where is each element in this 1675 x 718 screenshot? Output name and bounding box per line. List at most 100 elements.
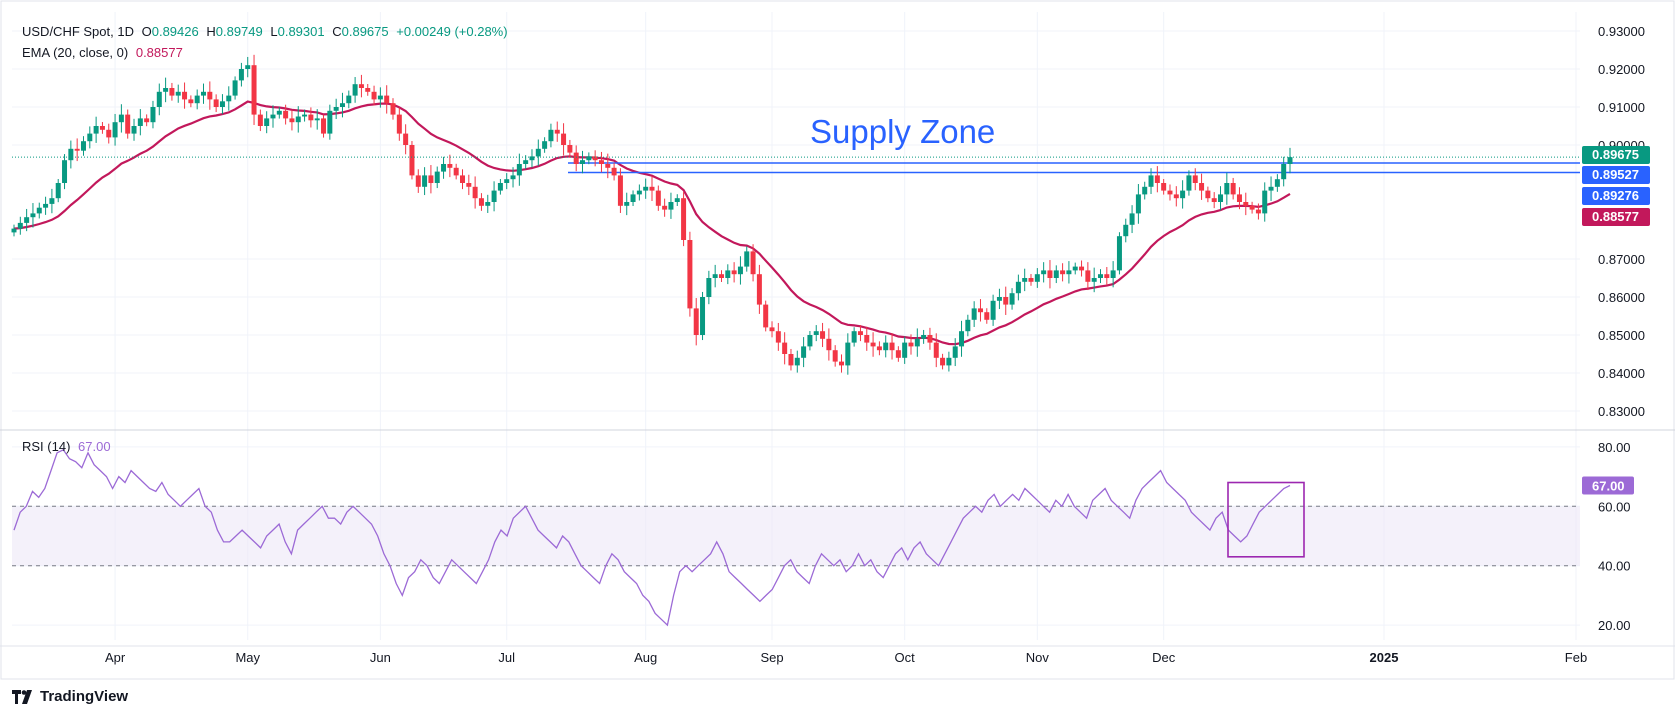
candle-body: [1205, 190, 1211, 199]
candle-body: [883, 342, 889, 351]
time-tick-label: Oct: [895, 650, 916, 665]
candle-body: [1218, 194, 1224, 202]
candle-body: [207, 91, 213, 100]
candle-body: [478, 198, 484, 206]
tradingview-logo[interactable]: TradingView: [12, 688, 128, 705]
candle-body: [864, 335, 870, 343]
candle-body: [333, 107, 339, 111]
candle-body: [535, 148, 541, 157]
rsi-box-rect: [1227, 481, 1305, 558]
time-tick-label: Nov: [1026, 650, 1050, 665]
rsi-tick-label: 60.00: [1598, 499, 1631, 514]
price-badge: [1582, 208, 1650, 226]
candle-body: [1186, 175, 1192, 191]
supply-zone-label: Supply Zone: [810, 113, 995, 150]
time-tick-label: Feb: [1565, 650, 1587, 665]
candle-body: [794, 357, 800, 366]
candle-body: [636, 190, 642, 195]
price-tick-label: 0.83000: [1598, 404, 1645, 419]
candle-body: [485, 202, 491, 206]
candle-body: [1110, 270, 1116, 278]
candle-body: [586, 156, 592, 161]
time-tick-label: Aug: [634, 650, 657, 665]
candle-body: [99, 126, 105, 130]
candle-body: [731, 270, 737, 275]
candle-body: [990, 300, 996, 320]
candle-body: [36, 207, 42, 214]
candle-body: [1097, 274, 1103, 278]
candle-body: [763, 304, 769, 328]
candle-body: [851, 331, 857, 343]
candle-body: [984, 312, 990, 320]
candle-body: [826, 338, 832, 351]
candle-body: [144, 118, 150, 123]
candle-body: [1268, 186, 1274, 191]
candle-body: [1066, 270, 1072, 275]
candle-body: [447, 164, 453, 168]
ema-legend: EMA (20, close, 0) 0.88577: [22, 45, 187, 60]
symbol-label[interactable]: USD/CHF Spot, 1D: [22, 24, 134, 39]
candle-body: [674, 198, 680, 202]
candle-body: [68, 148, 74, 161]
candle-body: [1079, 266, 1085, 271]
price-badge: [1582, 166, 1650, 184]
candle-body: [251, 65, 257, 115]
candle-body: [598, 160, 604, 164]
candle-body: [523, 160, 529, 164]
ema-label[interactable]: EMA (20, close, 0): [22, 45, 129, 60]
candle-body: [750, 251, 756, 275]
candle-body: [655, 190, 661, 206]
candle-body: [459, 175, 465, 183]
candle-body: [668, 202, 674, 210]
candle-body: [946, 357, 952, 366]
rsi-badge: [1582, 476, 1634, 495]
price-tick-label: 0.85000: [1598, 328, 1645, 343]
candle-body: [542, 141, 548, 149]
price-badge-label: 0.89276: [1592, 188, 1639, 203]
candle-body: [921, 335, 927, 339]
candle-body: [1085, 270, 1091, 282]
candle-body: [940, 357, 946, 366]
candle-body: [870, 342, 876, 347]
candle-body: [314, 118, 320, 121]
price-badge: [1582, 187, 1650, 205]
rsi-legend: RSI (14) 67.00: [22, 439, 115, 454]
candle-body: [1116, 236, 1122, 271]
candle-body: [1003, 297, 1009, 305]
candle-body: [371, 91, 377, 100]
candle-body: [567, 145, 573, 153]
candle-body: [529, 156, 535, 161]
candle-body: [365, 88, 371, 92]
candle-body: [706, 278, 712, 297]
candle-body: [1053, 270, 1059, 278]
candle-body: [756, 274, 762, 305]
candle-body: [497, 183, 503, 191]
candle-body: [1009, 293, 1015, 305]
candle-body: [718, 274, 724, 278]
candle-body: [1167, 190, 1173, 195]
price-tick-label: 0.87000: [1598, 252, 1645, 267]
candle-body: [624, 202, 630, 206]
candle-body: [428, 175, 434, 183]
price-tick-label: 0.93000: [1598, 24, 1645, 39]
candle-body: [302, 114, 308, 117]
candle-body: [1180, 190, 1186, 199]
candle-body: [62, 160, 68, 183]
candle-body: [93, 126, 99, 134]
candle-body: [1192, 175, 1198, 183]
rsi-band-fill: [12, 506, 1580, 566]
candle-body: [782, 342, 788, 354]
price-legend: USD/CHF Spot, 1D O0.89426 H0.89749 L0.89…: [22, 24, 512, 39]
candle-body: [321, 118, 327, 134]
chart-frame: [0, 0, 1675, 680]
ema-value: 0.88577: [135, 45, 183, 60]
candle-body: [80, 141, 86, 151]
candle-body: [504, 179, 510, 183]
candle-body: [188, 99, 194, 104]
candle-body: [352, 84, 358, 96]
candle-body: [1161, 183, 1167, 191]
candle-body: [1154, 175, 1160, 183]
candle-body: [977, 308, 983, 313]
rsi-label[interactable]: RSI (14): [22, 439, 71, 454]
